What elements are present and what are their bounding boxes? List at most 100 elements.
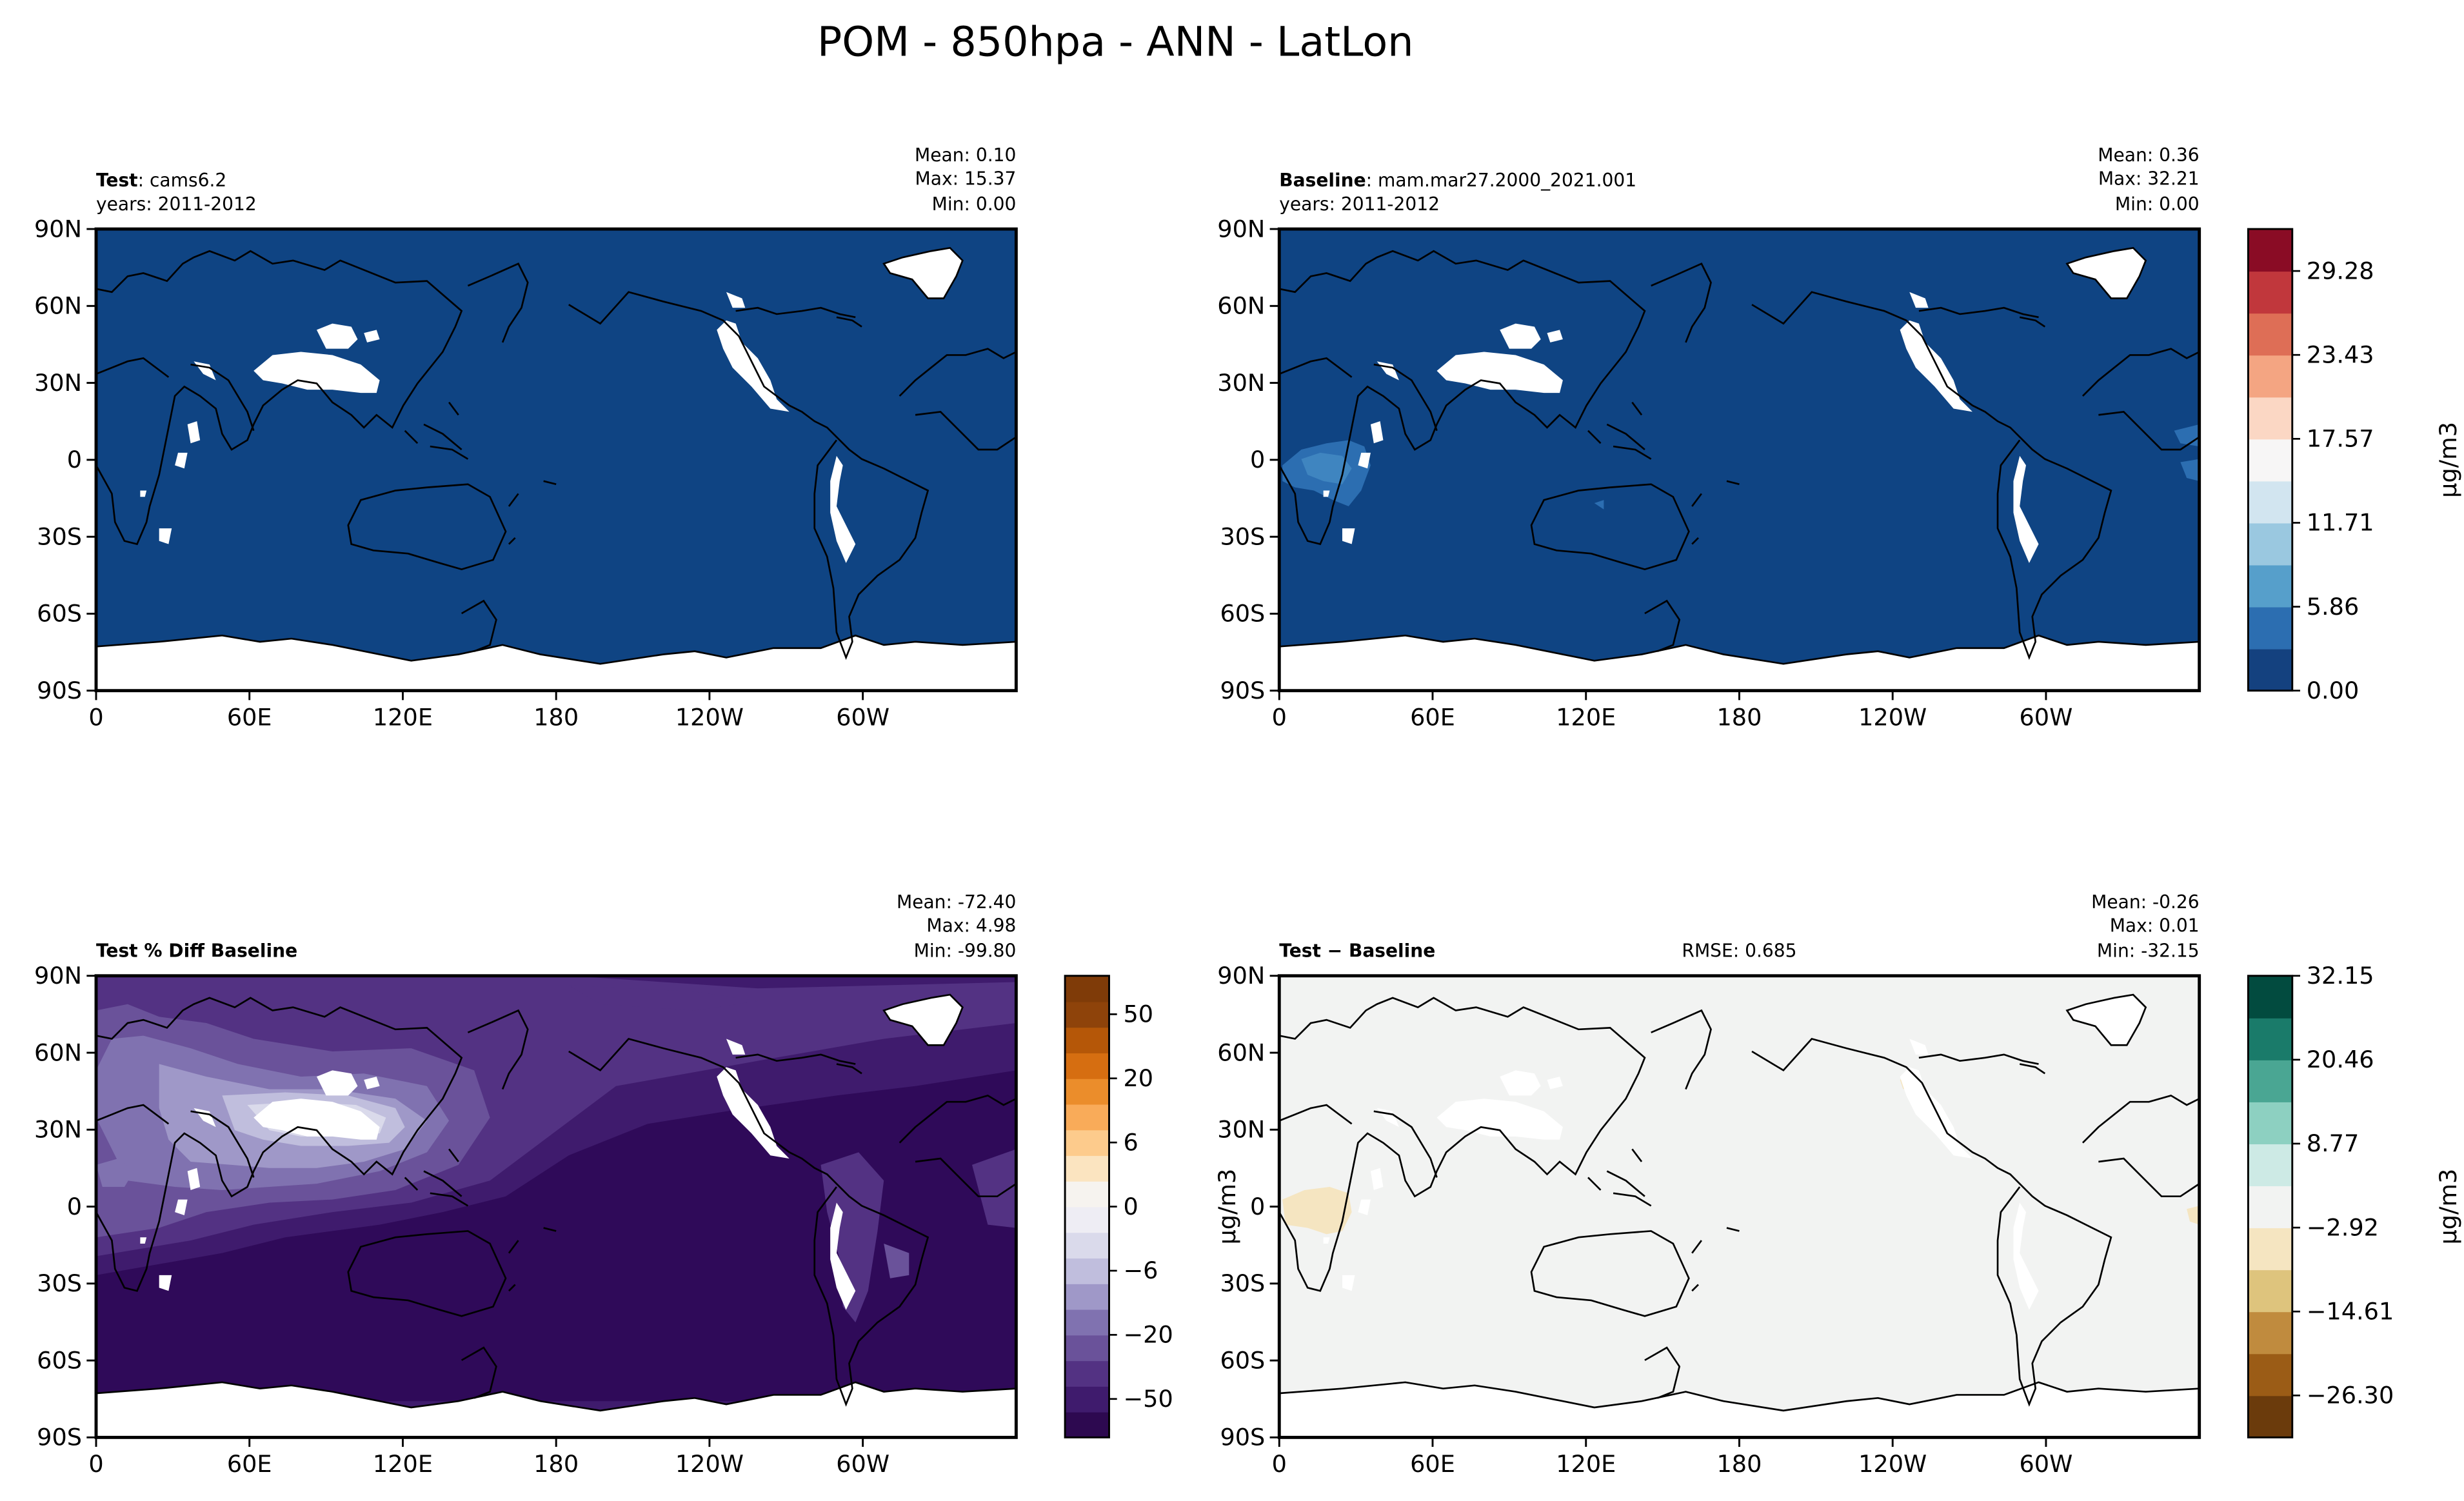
cbar-shared-swatch-10 [2248, 229, 2292, 272]
lat-tick-label-test-1: 60N [34, 292, 82, 320]
cbar-diff-swatch-7 [2248, 1101, 2292, 1144]
lon-tick-label-diff-4: 120W [1858, 1450, 1927, 1478]
lat-tick-label-baseline-1: 60N [1217, 292, 1265, 320]
panel-baseline-field [1279, 229, 2200, 691]
lat-tick-label-test-0: 90N [34, 215, 82, 243]
panel-test-title-bold: Test [96, 170, 138, 191]
lon-tick-label-test-4: 120W [675, 703, 744, 731]
panel-diff-stat-max: Max: 0.01 [2110, 915, 2200, 936]
cbar-pct-swatch-16 [1065, 1001, 1109, 1028]
cbar-pct-tick-label-1: −20 [1123, 1321, 1173, 1349]
lon-tick-label-pct-diff-4: 120W [675, 1450, 744, 1478]
lon-tick-label-diff-2: 120E [1556, 1450, 1616, 1478]
cbar-pct-tick-label-6: 50 [1123, 1000, 1153, 1028]
cbar-shared-tick-label-4: 23.43 [2307, 341, 2374, 368]
cbar-diff-swatch-1 [2248, 1353, 2292, 1397]
lon-tick-label-baseline-3: 180 [1717, 703, 1762, 731]
panel-baseline-stats: Mean: 0.36 Max: 32.21 Min: 0.00 [2098, 144, 2199, 215]
cbar-diff-tick-label-1: −14.61 [2307, 1297, 2394, 1325]
cbar-pct-swatch-7 [1065, 1232, 1109, 1259]
lat-tick-label-baseline-2: 30N [1217, 369, 1265, 397]
panel-test-map [95, 229, 1017, 691]
lat-tick-label-diff-1: 60N [1217, 1039, 1265, 1066]
cbar-pct-swatch-4 [1065, 1309, 1109, 1336]
cbar-shared-swatch-7 [2248, 355, 2292, 398]
lon-tick-label-pct-diff-5: 60W [836, 1450, 889, 1478]
lon-tick-label-pct-diff-1: 60E [227, 1450, 272, 1478]
cbar-shared-tick-label-1: 5.86 [2307, 593, 2360, 621]
panel-test-title-rest: : cams6.2 [138, 170, 227, 191]
lon-tick-label-pct-diff-2: 120E [373, 1450, 433, 1478]
cbar-shared-swatch-6 [2248, 397, 2292, 440]
lat-tick-label-test-4: 30S [37, 522, 82, 550]
lat-tick-label-diff-6: 90S [1220, 1424, 1265, 1451]
lat-tick-label-pct-diff-1: 60N [34, 1039, 82, 1066]
cbar-pct-tick-label-4: 6 [1123, 1128, 1138, 1156]
cbar-shared-frame [2247, 228, 2294, 692]
panel-pct-diff-title: Test % Diff Baseline [96, 940, 297, 961]
lon-tick-label-pct-diff-0: 0 [88, 1450, 103, 1478]
cbar-pct-tick-label-3: 0 [1123, 1193, 1138, 1220]
lon-tick-label-test-5: 60W [836, 703, 889, 731]
cbar-diff-swatch-10 [2248, 975, 2292, 1019]
lon-tick-label-test-0: 0 [88, 703, 103, 731]
lat-tick-label-pct-diff-0: 90N [34, 962, 82, 989]
lon-tick-label-test-3: 180 [533, 703, 579, 731]
panel-diff-title: Test − Baseline RMSE: 0.685 [1279, 940, 1796, 961]
svg-text:Baseline: mam.mar27.2000_2021.: Baseline: mam.mar27.2000_2021.001 [1279, 170, 1636, 191]
lat-tick-label-test-6: 90S [37, 677, 82, 704]
figure-title-group: POM - 850hpa - ANN - LatLon [817, 17, 1414, 65]
cbar-shared-swatch-4 [2248, 481, 2292, 524]
panel-baseline: Baseline: mam.mar27.2000_2021.001 years:… [1217, 144, 2201, 731]
panel-baseline-title: Baseline: mam.mar27.2000_2021.001 years:… [1279, 170, 1636, 215]
panel-pct-diff-stats: Mean: -72.40 Max: 4.98 Min: -99.80 [897, 891, 1016, 962]
lat-tick-label-diff-3: 0 [1250, 1193, 1265, 1220]
figure-title: POM - 850hpa - ANN - LatLon [817, 17, 1414, 65]
lon-tick-label-diff-0: 0 [1272, 1450, 1287, 1478]
panel-diff-field [1279, 975, 2200, 1438]
cbar-pct-swatch-1 [1065, 1386, 1109, 1413]
lat-tick-label-baseline-5: 60S [1220, 600, 1265, 628]
cbar-shared-swatch-8 [2248, 313, 2292, 356]
panel-pct-diff-stat-mean: Mean: -72.40 [897, 891, 1016, 913]
cbar-pct-swatch-5 [1065, 1283, 1109, 1310]
lat-tick-label-pct-diff-2: 30N [34, 1116, 82, 1144]
lat-tick-label-test-2: 30N [34, 369, 82, 397]
panel-diff-stat-min: Min: -32.15 [2097, 940, 2200, 961]
panel-baseline-stat-mean: Mean: 0.36 [2098, 144, 2199, 166]
cbar-shared-swatch-1 [2248, 606, 2292, 650]
lon-tick-label-baseline-0: 0 [1272, 703, 1287, 731]
panel-test-frame [94, 227, 1018, 693]
cbar-pct-swatch-15 [1065, 1027, 1109, 1054]
cbar-shared-swatch-2 [2248, 564, 2292, 608]
lat-tick-label-test-3: 0 [67, 446, 82, 473]
panel-baseline-stat-max: Max: 32.21 [2098, 168, 2200, 190]
cbar-diff-tick-label-4: 20.46 [2307, 1046, 2374, 1073]
panel-test-stat-mean: Mean: 0.10 [915, 144, 1016, 166]
cbar-diff-swatch-5 [2248, 1186, 2292, 1229]
cbar-diff-tick-label-3: 8.77 [2307, 1129, 2360, 1157]
cbar-shared-tick-label-2: 11.71 [2307, 509, 2374, 537]
panel-test-title: Test: cams6.2 years: 2011-2012 [96, 170, 257, 215]
cbar-pct-label: μg/m3 [1213, 1169, 1241, 1245]
panel-baseline-years: years: 2011-2012 [1279, 194, 1440, 215]
cbar-pct-tick-label-0: −50 [1123, 1385, 1173, 1413]
cbar-diff-swatch-4 [2248, 1228, 2292, 1271]
lat-tick-label-diff-0: 90N [1217, 962, 1265, 989]
cbar-pct-tick-label-2: −6 [1123, 1257, 1158, 1284]
cbar-pct-swatch-10 [1065, 1155, 1109, 1182]
cbar-shared-swatch-3 [2248, 522, 2292, 566]
colorbar-concentration: 0.00 5.86 11.71 17.57 23.43 29.28 μg/m3 [2247, 228, 2462, 704]
lat-tick-label-baseline-6: 90S [1220, 677, 1265, 704]
cbar-diff-swatch-2 [2248, 1311, 2292, 1355]
cbar-shared-tick-label-0: 0.00 [2307, 677, 2360, 704]
colorbar-percent-diff: −50 −20 −6 0 6 20 50 μg/m3 [1064, 975, 1241, 1438]
panel-diff-stats: Mean: -0.26 Max: 0.01 Min: -32.15 [2091, 891, 2200, 962]
cbar-pct-swatch-8 [1065, 1206, 1109, 1233]
panel-baseline-map [1279, 229, 2200, 691]
lat-tick-label-pct-diff-6: 90S [37, 1424, 82, 1451]
lon-tick-label-pct-diff-3: 180 [533, 1450, 579, 1478]
cbar-shared-label: μg/m3 [2434, 422, 2462, 498]
panel-test-stat-min: Min: 0.00 [932, 194, 1017, 215]
colorbar-difference: −26.30 −14.61 −2.92 8.77 20.46 32.15 μg/m3 [2247, 962, 2462, 1438]
